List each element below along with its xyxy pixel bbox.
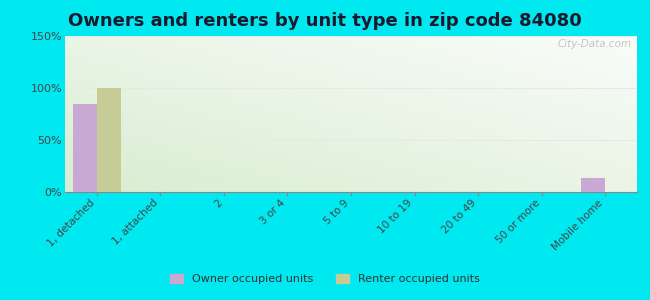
Bar [97,88,121,192]
Bar [581,178,605,192]
Text: City-Data.com: City-Data.com [557,39,631,49]
Legend: Owner occupied units, Renter occupied units: Owner occupied units, Renter occupied un… [166,269,484,288]
Bar [73,103,97,192]
Text: Owners and renters by unit type in zip code 84080: Owners and renters by unit type in zip c… [68,12,582,30]
